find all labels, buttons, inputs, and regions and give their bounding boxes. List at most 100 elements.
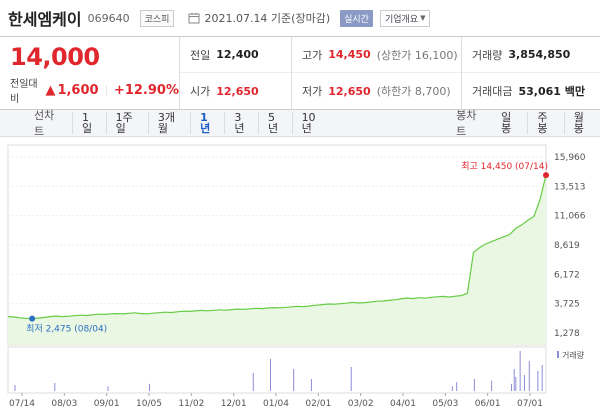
tab-1w[interactable]: 1주일 xyxy=(105,112,148,134)
change-value: 1,600 xyxy=(57,82,99,98)
x-tick-labels: 07/14 08/03 09/01 10/05 11/02 12/01 01/04 02/01… xyxy=(9,393,543,409)
tab-10y[interactable]: 10년 xyxy=(291,112,332,134)
x-tick-label: 02/01 xyxy=(305,399,331,409)
high-label: 고가 xyxy=(302,48,323,62)
high-marker xyxy=(543,172,549,179)
volume-bar xyxy=(491,380,493,391)
base-date: 2021.07.14 기준(장마감) xyxy=(204,12,331,25)
stock-code: 069640 xyxy=(87,11,130,25)
volume-bars xyxy=(14,351,543,391)
volume-bar xyxy=(523,375,525,391)
volume-bar xyxy=(456,382,458,391)
low-value: 12,650 xyxy=(328,84,371,98)
low-label: 저가 xyxy=(302,85,323,98)
stock-header: 한세엠케이 069640 코스피 2021.07.14 기준(장마감) 실시간 … xyxy=(0,0,600,36)
price-chart: 15,960 13,513 11,066 8,619 6,172 3,725 1,278 최… xyxy=(7,144,586,409)
y-tick-label: 1,278 xyxy=(554,329,580,339)
volume-label: 거래량 xyxy=(472,48,503,62)
y-tick-label: 6,172 xyxy=(554,270,580,280)
volume-bar xyxy=(541,365,543,391)
price-summary: 14,000 전일대비 ▲ 1,600 | +12.90% 전일 12,400 … xyxy=(0,36,600,110)
volume-bar xyxy=(107,386,109,391)
market-badge: 코스피 xyxy=(139,9,175,27)
tab-5y[interactable]: 5년 xyxy=(257,112,292,134)
x-tick-label: 04/01 xyxy=(390,399,416,409)
volume-legend-swatch xyxy=(557,351,559,358)
change-row: 전일대비 ▲ 1,600 | +12.90% xyxy=(10,75,179,105)
lower-limit: (하한가 8,700) xyxy=(376,85,451,98)
company-info-label: 기업개요 xyxy=(384,14,419,25)
chevron-down-icon: ▼ xyxy=(420,14,426,22)
prev-close-value: 12,400 xyxy=(216,48,259,61)
x-tick-label: 06/01 xyxy=(475,399,501,409)
stat-col-prev-open: 전일 12,400 시가 12,650 xyxy=(180,37,292,109)
chart-period-tabs: 선차트 1일 1주일 3개월 1년 3년 5년 10년 봉차트 일봉 주봉 월봉 xyxy=(0,109,600,138)
company-info-button[interactable]: 기업개요 ▼ xyxy=(379,9,431,27)
up-arrow-icon: ▲ xyxy=(45,82,56,98)
candle-chart-label: 봉차트 xyxy=(456,109,477,138)
tab-weekly-candle[interactable]: 주봉 xyxy=(527,112,563,134)
stat-col-high-low: 고가 14,450 (상한가 16,100) 저가 12,650 (하한가 8,… xyxy=(292,37,462,109)
y-tick-label: 3,725 xyxy=(554,300,580,310)
change-percent: +12.90% xyxy=(113,82,179,98)
realtime-button[interactable]: 실시간 xyxy=(340,9,373,27)
volume-bar xyxy=(515,377,517,391)
calendar-icon xyxy=(188,13,200,24)
tab-1y[interactable]: 1년 xyxy=(190,112,224,134)
volume-legend: 거래량 xyxy=(562,350,585,360)
y-tick-label: 11,066 xyxy=(554,212,586,222)
prev-close-label: 전일 xyxy=(190,48,211,62)
volume-bar xyxy=(511,383,513,391)
x-tick-label: 07/01 xyxy=(517,399,543,409)
volume-bar xyxy=(310,379,312,391)
tab-daily-candle[interactable]: 일봉 xyxy=(501,111,512,135)
low-marker xyxy=(29,315,36,322)
x-tick-label: 05/03 xyxy=(432,399,458,409)
high-value: 14,450 xyxy=(328,48,371,61)
current-price-block: 14,000 전일대비 ▲ 1,600 | +12.90% xyxy=(0,37,180,109)
volume-bar xyxy=(519,351,521,391)
open-value: 12,650 xyxy=(216,84,259,98)
x-tick-label: 08/03 xyxy=(51,399,77,409)
x-tick-label: 07/14 xyxy=(9,399,35,409)
volume-bar xyxy=(148,383,150,391)
tab-3y[interactable]: 3년 xyxy=(224,112,258,134)
volume-value: 3,854,850 xyxy=(508,48,571,61)
stock-name: 한세엠케이 xyxy=(8,10,82,29)
upper-limit: (상한가 16,100) xyxy=(376,48,458,62)
volume-frame xyxy=(7,346,547,394)
volume-bar xyxy=(451,386,453,391)
open-label: 시가 xyxy=(190,85,211,98)
volume-bar xyxy=(252,373,254,391)
volume-bar xyxy=(293,369,295,391)
volume-bar xyxy=(528,361,530,391)
price-area xyxy=(8,175,546,345)
amount-label: 거래대금 xyxy=(472,85,513,98)
x-tick-label: 09/01 xyxy=(94,399,120,409)
price-line xyxy=(7,174,547,320)
x-tick-label: 10/05 xyxy=(136,399,162,409)
tab-3m[interactable]: 3개월 xyxy=(147,112,190,134)
volume-bar xyxy=(270,359,272,391)
current-price: 14,000 xyxy=(10,43,100,71)
y-tick-label: 13,513 xyxy=(554,182,586,192)
line-chart-label: 선차트 xyxy=(34,109,55,138)
y-tick-label: 8,619 xyxy=(554,241,580,251)
x-tick-label: 12/01 xyxy=(221,399,247,409)
x-tick-label: 11/02 xyxy=(178,399,204,409)
change-label: 전일대비 xyxy=(10,79,38,105)
y-tick-labels: 15,960 13,513 11,066 8,619 6,172 3,725 1,278 xyxy=(554,153,586,339)
x-tick-label: 03/02 xyxy=(348,399,374,409)
volume-bar xyxy=(473,379,475,391)
price-chart-area: 15,960 13,513 11,066 8,619 6,172 3,725 1,278 최… xyxy=(0,137,600,410)
stat-col-volume: 거래량 3,854,850 거래대금 53,061 백만 xyxy=(462,37,600,109)
amount-value: 53,061 백만 xyxy=(518,85,586,98)
tab-monthly-candle[interactable]: 월봉 xyxy=(563,112,600,134)
low-annotation: 최저 2,475 (08/04) xyxy=(26,324,107,335)
change-separator: | xyxy=(104,84,108,96)
x-tick-label: 01/04 xyxy=(263,399,289,409)
volume-bar xyxy=(537,371,539,391)
volume-bar xyxy=(14,385,16,391)
tab-1d[interactable]: 1일 xyxy=(71,112,106,134)
volume-bar xyxy=(350,367,352,391)
